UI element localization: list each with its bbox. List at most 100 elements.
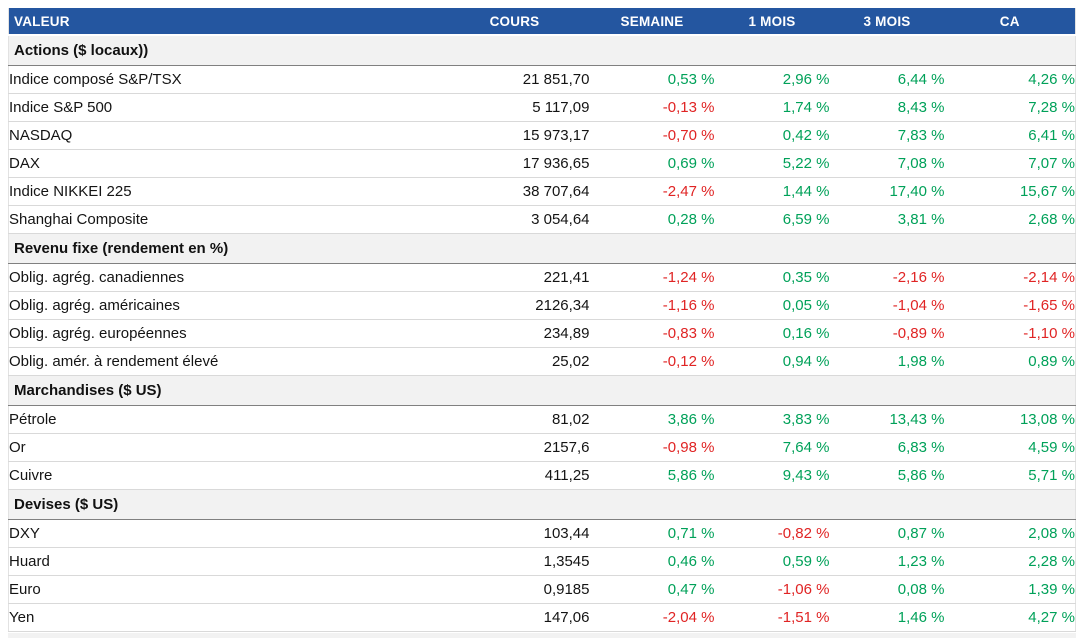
1mois-cell: 1,74 % xyxy=(714,93,830,122)
1mois-cell: 2,96 % xyxy=(714,65,830,94)
section-label: Devises ($ US) xyxy=(8,489,1076,520)
value-name-cell: Yen xyxy=(8,603,440,632)
3mois-cell: 3,81 % xyxy=(829,205,945,234)
table-header-row: VALEUR COURS SEMAINE 1 MOIS 3 MOIS CA xyxy=(8,8,1076,36)
section-label: Revenu fixe (rendement en %) xyxy=(8,233,1076,264)
table-row: Or 2157,6 -0,98 % 7,64 % 6,83 % 4,59 % xyxy=(8,433,1076,462)
value-name-cell: Cuivre xyxy=(8,461,440,490)
3mois-cell: 6,44 % xyxy=(829,65,945,94)
table-row: Oblig. agrég. canadiennes 221,41 -1,24 %… xyxy=(8,263,1076,292)
cours-cell: 2126,34 xyxy=(439,291,590,320)
cours-cell: 2157,6 xyxy=(439,433,590,462)
column-header-valeur: VALEUR xyxy=(8,8,440,36)
3mois-cell: -1,04 % xyxy=(829,291,945,320)
1mois-cell: 0,94 % xyxy=(714,347,830,376)
3mois-cell: 13,43 % xyxy=(829,405,945,434)
ca-cell: 1,39 % xyxy=(944,575,1076,604)
table-row: Shanghai Composite 3 054,64 0,28 % 6,59 … xyxy=(8,205,1076,234)
market-summary-table: VALEUR COURS SEMAINE 1 MOIS 3 MOIS CA Ac… xyxy=(8,8,1076,632)
ca-cell: 13,08 % xyxy=(944,405,1076,434)
3mois-cell: 5,86 % xyxy=(829,461,945,490)
semaine-cell: 0,53 % xyxy=(589,65,715,94)
table-row: Cuivre 411,25 5,86 % 9,43 % 5,86 % 5,71 … xyxy=(8,461,1076,490)
ca-cell: -1,10 % xyxy=(944,319,1076,348)
cours-cell: 411,25 xyxy=(439,461,590,490)
semaine-cell: -2,04 % xyxy=(589,603,715,632)
ca-cell: 2,28 % xyxy=(944,547,1076,576)
3mois-cell: 0,08 % xyxy=(829,575,945,604)
1mois-cell: 6,59 % xyxy=(714,205,830,234)
ca-cell: 4,59 % xyxy=(944,433,1076,462)
value-name-cell: Indice S&P 500 xyxy=(8,93,440,122)
cours-cell: 25,02 xyxy=(439,347,590,376)
semaine-cell: 0,71 % xyxy=(589,519,715,548)
table-row: DAX 17 936,65 0,69 % 5,22 % 7,08 % 7,07 … xyxy=(8,149,1076,178)
table-row: Pétrole 81,02 3,86 % 3,83 % 13,43 % 13,0… xyxy=(8,405,1076,434)
ca-cell: 4,26 % xyxy=(944,65,1076,94)
value-name-cell: Oblig. amér. à rendement élevé xyxy=(8,347,440,376)
section-label: Marchandises ($ US) xyxy=(8,375,1076,406)
table-row: NASDAQ 15 973,17 -0,70 % 0,42 % 7,83 % 6… xyxy=(8,121,1076,150)
table-row: DXY 103,44 0,71 % -0,82 % 0,87 % 2,08 % xyxy=(8,519,1076,548)
cours-cell: 17 936,65 xyxy=(439,149,590,178)
cours-cell: 103,44 xyxy=(439,519,590,548)
1mois-cell: 0,35 % xyxy=(714,263,830,292)
ca-cell: -2,14 % xyxy=(944,263,1076,292)
1mois-cell: 5,22 % xyxy=(714,149,830,178)
ca-cell: 7,28 % xyxy=(944,93,1076,122)
ca-cell: 2,08 % xyxy=(944,519,1076,548)
3mois-cell: 8,43 % xyxy=(829,93,945,122)
table-row: Euro 0,9185 0,47 % -1,06 % 0,08 % 1,39 % xyxy=(8,575,1076,604)
ca-cell: -1,65 % xyxy=(944,291,1076,320)
semaine-cell: 0,46 % xyxy=(589,547,715,576)
semaine-cell: 5,86 % xyxy=(589,461,715,490)
1mois-cell: 7,64 % xyxy=(714,433,830,462)
semaine-cell: -1,24 % xyxy=(589,263,715,292)
1mois-cell: 9,43 % xyxy=(714,461,830,490)
ca-cell: 0,89 % xyxy=(944,347,1076,376)
value-name-cell: Oblig. agrég. européennes xyxy=(8,319,440,348)
1mois-cell: 0,42 % xyxy=(714,121,830,150)
1mois-cell: 0,05 % xyxy=(714,291,830,320)
value-name-cell: Oblig. agrég. canadiennes xyxy=(8,263,440,292)
3mois-cell: -2,16 % xyxy=(829,263,945,292)
semaine-cell: -0,13 % xyxy=(589,93,715,122)
1mois-cell: 3,83 % xyxy=(714,405,830,434)
value-name-cell: Or xyxy=(8,433,440,462)
section-row-actions: Actions ($ locaux)) xyxy=(8,35,1076,66)
1mois-cell: 1,44 % xyxy=(714,177,830,206)
cours-cell: 3 054,64 xyxy=(439,205,590,234)
1mois-cell: -1,06 % xyxy=(714,575,830,604)
section-row-revenu-fixe: Revenu fixe (rendement en %) xyxy=(8,233,1076,264)
3mois-cell: 17,40 % xyxy=(829,177,945,206)
value-name-cell: Pétrole xyxy=(8,405,440,434)
cours-cell: 1,3545 xyxy=(439,547,590,576)
semaine-cell: -0,70 % xyxy=(589,121,715,150)
cours-cell: 21 851,70 xyxy=(439,65,590,94)
table-row: Yen 147,06 -2,04 % -1,51 % 1,46 % 4,27 % xyxy=(8,603,1076,632)
partial-next-section-row xyxy=(8,632,1076,638)
cours-cell: 38 707,64 xyxy=(439,177,590,206)
3mois-cell: 6,83 % xyxy=(829,433,945,462)
3mois-cell: 1,46 % xyxy=(829,603,945,632)
3mois-cell: 0,87 % xyxy=(829,519,945,548)
semaine-cell: -0,98 % xyxy=(589,433,715,462)
column-header-3mois: 3 MOIS xyxy=(829,8,945,36)
cours-cell: 15 973,17 xyxy=(439,121,590,150)
cours-cell: 0,9185 xyxy=(439,575,590,604)
3mois-cell: 1,23 % xyxy=(829,547,945,576)
semaine-cell: 0,28 % xyxy=(589,205,715,234)
3mois-cell: 7,83 % xyxy=(829,121,945,150)
1mois-cell: -1,51 % xyxy=(714,603,830,632)
ca-cell: 7,07 % xyxy=(944,149,1076,178)
column-header-semaine: SEMAINE xyxy=(589,8,715,36)
section-label: Actions ($ locaux)) xyxy=(8,35,1076,66)
semaine-cell: 3,86 % xyxy=(589,405,715,434)
semaine-cell: -2,47 % xyxy=(589,177,715,206)
value-name-cell: DXY xyxy=(8,519,440,548)
value-name-cell: Indice composé S&P/TSX xyxy=(8,65,440,94)
table-row: Indice S&P 500 5 117,09 -0,13 % 1,74 % 8… xyxy=(8,93,1076,122)
cours-cell: 81,02 xyxy=(439,405,590,434)
3mois-cell: 7,08 % xyxy=(829,149,945,178)
ca-cell: 6,41 % xyxy=(944,121,1076,150)
